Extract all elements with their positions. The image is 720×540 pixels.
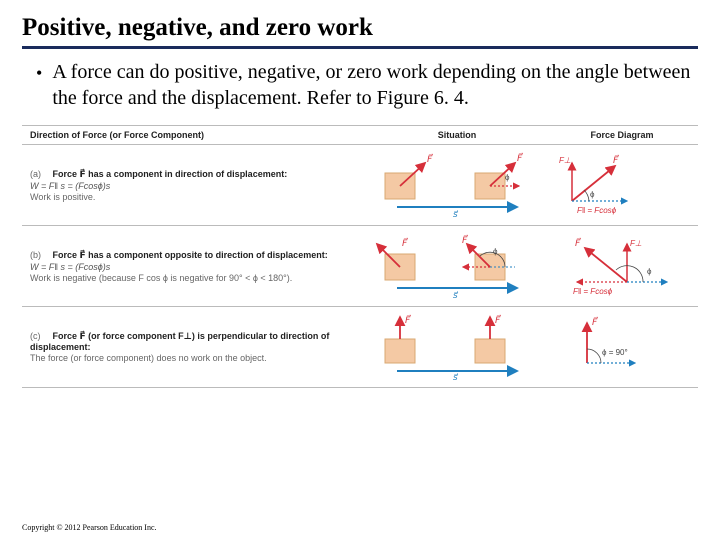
bullet-item: • A force can do positive, negative, or … (36, 59, 698, 111)
table-row: (b) Force F⃗ has a component opposite to… (22, 228, 698, 304)
row-b-line1: Force F⃗ has a component opposite to dir… (53, 250, 328, 260)
header-forcediagram: Force Diagram (552, 130, 692, 140)
row-c-line1: Force F⃗ (or force component F⊥) is perp… (30, 331, 329, 352)
bullet-marker: • (36, 63, 42, 84)
bullet-text: A force can do positive, negative, or ze… (52, 59, 698, 111)
label-F: F⃗ (517, 152, 523, 163)
label-F: F⃗ (402, 237, 408, 248)
row-a-sub: Work is positive. (30, 192, 362, 202)
forcediag-a-svg: F⊥ F⃗ ϕ F‖ = Fcosϕ (557, 151, 687, 219)
row-b-math: W = F‖ s = (Fcosϕ)s (30, 262, 362, 272)
forcediag-c-svg: F⃗ ϕ = 90° (557, 313, 687, 381)
row-b-situation: F⃗ ϕ F⃗ s⃗ (362, 232, 552, 300)
slide-title: Positive, negative, and zero work (22, 14, 698, 49)
label-phi: ϕ (647, 267, 652, 276)
row-c-sub: The force (or force component) does no w… (30, 353, 362, 363)
table-row: (a) Force F⃗ has a component in directio… (22, 147, 698, 223)
label-phi: ϕ (493, 247, 498, 256)
row-c-forcediagram: F⃗ ϕ = 90° (552, 313, 692, 381)
label-phi: ϕ (590, 190, 595, 199)
row-a-forcediagram: F⊥ F⃗ ϕ F‖ = Fcosϕ (552, 151, 692, 219)
label-F: F⃗ (592, 316, 598, 327)
label-F: F⃗ (405, 314, 411, 325)
header-direction: Direction of Force (or Force Component) (22, 130, 362, 140)
row-a-label: (a) (30, 169, 50, 179)
table-header: Direction of Force (or Force Component) … (22, 128, 698, 142)
row-b-description: (b) Force F⃗ has a component opposite to… (22, 250, 362, 283)
copyright-text: Copyright © 2012 Pearson Education Inc. (22, 523, 157, 532)
header-situation: Situation (362, 130, 552, 140)
row-c-description: (c) Force F⃗ (or force component F⊥) is … (22, 331, 362, 363)
label-s: s⃗ (453, 290, 458, 300)
row-b-forcediagram: F⊥ F⃗ ϕ F‖ = Fcosϕ (552, 232, 692, 300)
row-a-math: W = F‖ s = (Fcosϕ)s (30, 181, 362, 191)
row-b-label: (b) (30, 250, 50, 260)
label-Fpar: F‖ = Fcosϕ (577, 206, 617, 215)
situation-a-svg: F⃗ F⃗ ϕ s⃗ (367, 151, 547, 219)
label-F: F⃗ (575, 237, 581, 248)
table-row: (c) Force F⃗ (or force component F⊥) is … (22, 309, 698, 385)
situation-b-svg: F⃗ ϕ F⃗ s⃗ (367, 232, 547, 300)
row-a-description: (a) Force F⃗ has a component in directio… (22, 169, 362, 202)
label-phi90: ϕ = 90° (602, 348, 628, 357)
row-a-line1: Force F⃗ has a component in direction of… (53, 169, 288, 179)
label-F: F⃗ (462, 234, 468, 245)
row-c-label: (c) (30, 331, 50, 341)
label-F: F⃗ (613, 154, 619, 165)
figure-table: Direction of Force (or Force Component) … (22, 125, 698, 388)
label-phi: ϕ (505, 173, 510, 182)
label-Fperp: F⊥ (559, 156, 571, 165)
label-F: F⃗ (495, 314, 501, 325)
label-F: F⃗ (427, 153, 433, 164)
label-Fperp: F⊥ (630, 239, 642, 248)
label-s: s⃗ (453, 372, 458, 381)
forcediag-b-svg: F⊥ F⃗ ϕ F‖ = Fcosϕ (557, 232, 687, 300)
label-Fpar: F‖ = Fcosϕ (573, 287, 613, 296)
row-a-situation: F⃗ F⃗ ϕ s⃗ (362, 151, 552, 219)
situation-c-svg: F⃗ F⃗ s⃗ (367, 313, 547, 381)
row-b-sub: Work is negative (because F cos ϕ is neg… (30, 273, 362, 283)
row-c-situation: F⃗ F⃗ s⃗ (362, 313, 552, 381)
label-s: s⃗ (453, 209, 458, 219)
